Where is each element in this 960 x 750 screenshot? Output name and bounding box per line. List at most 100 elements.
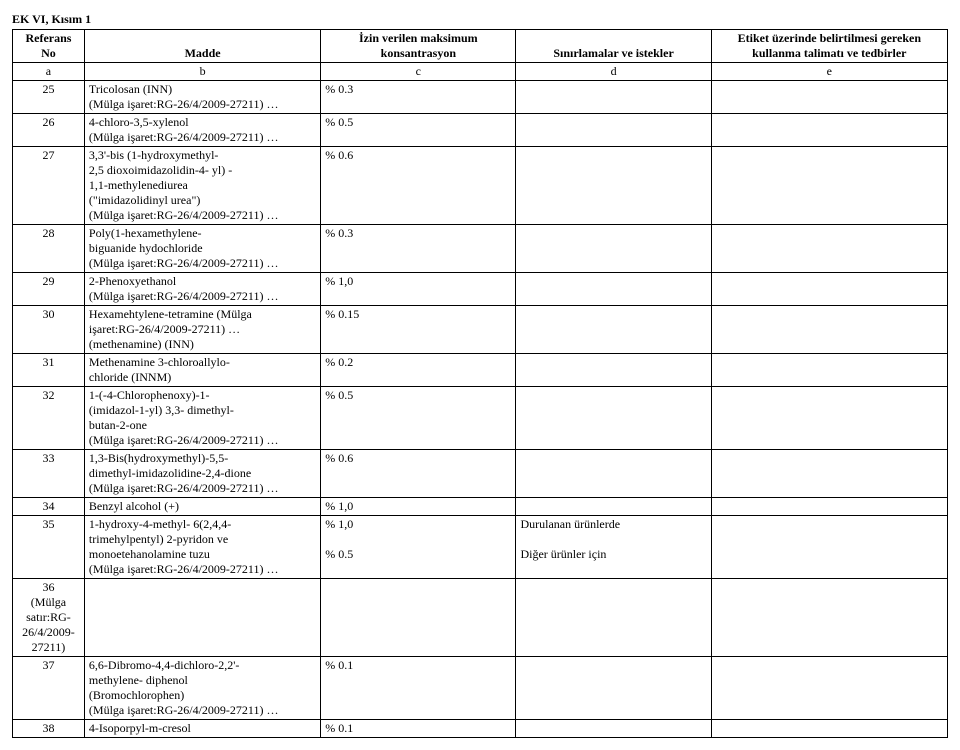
cell-label xyxy=(711,81,947,114)
cell-madde: 1-hydroxy-4-methyl- 6(2,4,4-trimehylpent… xyxy=(84,516,320,579)
header-madde: Madde xyxy=(84,30,320,63)
cell-madde: 6,6-Dibromo-4,4-dichloro-2,2'-methylene-… xyxy=(84,657,320,720)
cell-concentration: % 0.3 xyxy=(321,81,516,114)
table-header-row: Referans No Madde İzin verilen maksimum … xyxy=(13,30,948,63)
annex-table: Referans No Madde İzin verilen maksimum … xyxy=(12,29,948,738)
cell-ref-no: 38 xyxy=(13,720,85,738)
cell-madde: Tricolosan (INN)(Mülga işaret:RG-26/4/20… xyxy=(84,81,320,114)
cell-requirements xyxy=(516,498,711,516)
cell-label xyxy=(711,516,947,579)
cell-requirements xyxy=(516,225,711,273)
cell-ref-no: 29 xyxy=(13,273,85,306)
cell-madde: 4-chloro-3,5-xylenol(Mülga işaret:RG-26/… xyxy=(84,114,320,147)
cell-label xyxy=(711,354,947,387)
cell-label xyxy=(711,306,947,354)
cell-madde: 1-(-4-Chlorophenoxy)-1-(imidazol-1-yl) 3… xyxy=(84,387,320,450)
letter-b: b xyxy=(84,63,320,81)
table-letter-row: a b c d e xyxy=(13,63,948,81)
cell-requirements xyxy=(516,720,711,738)
table-row: 264-chloro-3,5-xylenol(Mülga işaret:RG-2… xyxy=(13,114,948,147)
cell-ref-no: 37 xyxy=(13,657,85,720)
cell-ref-no: 33 xyxy=(13,450,85,498)
header-label: Etiket üzerinde belirtilmesi gereken kul… xyxy=(711,30,947,63)
cell-madde: Poly(1-hexamethylene-biguanide hydochlor… xyxy=(84,225,320,273)
header-req: Sınırlamalar ve istekler xyxy=(516,30,711,63)
cell-ref-no: 34 xyxy=(13,498,85,516)
table-row: 384-Isoporpyl-m-cresol% 0.1 xyxy=(13,720,948,738)
cell-ref-no: 26 xyxy=(13,114,85,147)
table-body: 25Tricolosan (INN)(Mülga işaret:RG-26/4/… xyxy=(13,81,948,738)
cell-concentration: % 0.6 xyxy=(321,450,516,498)
table-row: 34Benzyl alcohol (+)% 1,0 xyxy=(13,498,948,516)
cell-concentration: % 0.2 xyxy=(321,354,516,387)
cell-madde: Hexamehtylene-tetramine (Mülgaişaret:RG-… xyxy=(84,306,320,354)
table-row: 25Tricolosan (INN)(Mülga işaret:RG-26/4/… xyxy=(13,81,948,114)
cell-ref-no: 27 xyxy=(13,147,85,225)
cell-concentration: % 0.5 xyxy=(321,114,516,147)
cell-requirements xyxy=(516,450,711,498)
cell-requirements: Durulanan ürünlerdeDiğer ürünler için xyxy=(516,516,711,579)
cell-concentration: % 0.5 xyxy=(321,387,516,450)
cell-label xyxy=(711,147,947,225)
cell-madde: 4-Isoporpyl-m-cresol xyxy=(84,720,320,738)
cell-concentration: % 0.15 xyxy=(321,306,516,354)
header-ref-no: Referans No xyxy=(13,30,85,63)
cell-requirements xyxy=(516,114,711,147)
cell-label xyxy=(711,273,947,306)
cell-ref-no: 25 xyxy=(13,81,85,114)
cell-label xyxy=(711,114,947,147)
cell-requirements xyxy=(516,657,711,720)
cell-concentration: % 0.6 xyxy=(321,147,516,225)
cell-requirements xyxy=(516,387,711,450)
table-row: 273,3'-bis (1-hydroxymethyl-2,5 dioxoimi… xyxy=(13,147,948,225)
cell-requirements xyxy=(516,81,711,114)
cell-label xyxy=(711,498,947,516)
header-label-bottom: kullanma talimatı ve tedbirler xyxy=(752,46,906,60)
letter-e: e xyxy=(711,63,947,81)
table-row: 351-hydroxy-4-methyl- 6(2,4,4-trimehylpe… xyxy=(13,516,948,579)
cell-concentration: % 0.1 xyxy=(321,720,516,738)
cell-ref-no: 30 xyxy=(13,306,85,354)
cell-madde: 1,3-Bis(hydroxymethyl)-5,5-dimethyl-imid… xyxy=(84,450,320,498)
table-row: 376,6-Dibromo-4,4-dichloro-2,2'-methylen… xyxy=(13,657,948,720)
cell-label xyxy=(711,387,947,450)
table-row: 31Methenamine 3-chloroallylo-chloride (I… xyxy=(13,354,948,387)
cell-madde: Benzyl alcohol (+) xyxy=(84,498,320,516)
cell-madde: Methenamine 3-chloroallylo-chloride (INN… xyxy=(84,354,320,387)
letter-d: d xyxy=(516,63,711,81)
cell-ref-no: 36(Mülgasatır:RG-26/4/2009-27211) xyxy=(13,579,85,657)
cell-ref-no: 35 xyxy=(13,516,85,579)
header-conc: İzin verilen maksimum konsantrasyon xyxy=(321,30,516,63)
cell-concentration: % 1,0 xyxy=(321,498,516,516)
document-title: EK VI, Kısım 1 xyxy=(12,12,948,27)
table-row: 30Hexamehtylene-tetramine (Mülgaişaret:R… xyxy=(13,306,948,354)
cell-ref-no: 28 xyxy=(13,225,85,273)
cell-ref-no: 32 xyxy=(13,387,85,450)
cell-label xyxy=(711,225,947,273)
cell-requirements xyxy=(516,306,711,354)
header-ref-no-bottom: No xyxy=(41,46,56,60)
cell-label xyxy=(711,657,947,720)
table-row: 28Poly(1-hexamethylene-biguanide hydochl… xyxy=(13,225,948,273)
letter-a: a xyxy=(13,63,85,81)
cell-concentration: % 0.1 xyxy=(321,657,516,720)
cell-requirements xyxy=(516,273,711,306)
cell-label xyxy=(711,720,947,738)
table-row: 292-Phenoxyethanol(Mülga işaret:RG-26/4/… xyxy=(13,273,948,306)
cell-concentration xyxy=(321,579,516,657)
cell-ref-no: 31 xyxy=(13,354,85,387)
table-row: 321-(-4-Chlorophenoxy)-1-(imidazol-1-yl)… xyxy=(13,387,948,450)
cell-requirements xyxy=(516,354,711,387)
table-row: 331,3-Bis(hydroxymethyl)-5,5-dimethyl-im… xyxy=(13,450,948,498)
cell-requirements xyxy=(516,147,711,225)
cell-madde: 3,3'-bis (1-hydroxymethyl-2,5 dioxoimida… xyxy=(84,147,320,225)
cell-madde xyxy=(84,579,320,657)
cell-concentration: % 0.3 xyxy=(321,225,516,273)
cell-concentration: % 1,0% 0.5 xyxy=(321,516,516,579)
table-row: 36(Mülgasatır:RG-26/4/2009-27211) xyxy=(13,579,948,657)
letter-c: c xyxy=(321,63,516,81)
header-label-top: Etiket üzerinde belirtilmesi gereken xyxy=(738,31,921,45)
cell-madde: 2-Phenoxyethanol(Mülga işaret:RG-26/4/20… xyxy=(84,273,320,306)
cell-label xyxy=(711,450,947,498)
cell-requirements xyxy=(516,579,711,657)
